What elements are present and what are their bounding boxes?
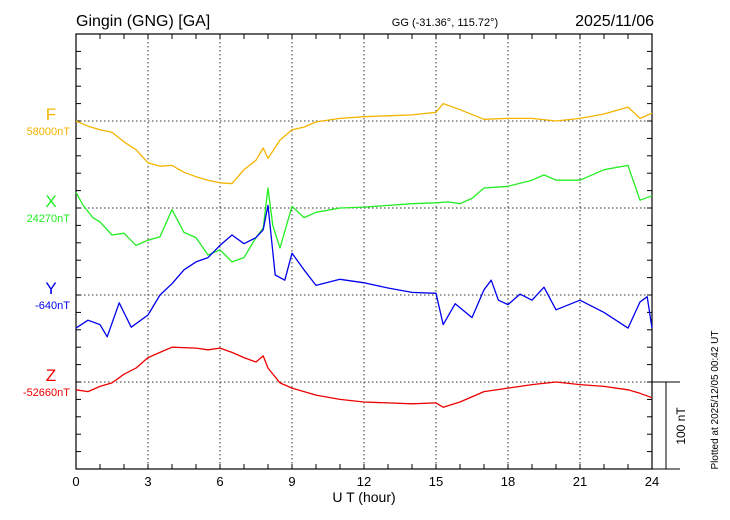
x-axis-label: U T (hour) xyxy=(332,489,395,505)
station-info: GG (-31.36°, 115.72°) xyxy=(392,17,498,29)
x-tick-label: 15 xyxy=(429,474,443,489)
scale-label: 100 nT xyxy=(674,407,688,445)
x-tick-label: 12 xyxy=(357,474,371,489)
series-line-x xyxy=(75,164,653,263)
plotted-note: Plotted at 2025/12/05 00:42 UT xyxy=(710,331,721,470)
date-label: 2025/11/06 xyxy=(575,13,654,30)
series-line-y xyxy=(75,204,653,338)
series-name-y: Y xyxy=(45,279,56,298)
chart-title: Gingin (GNG) [GA] xyxy=(76,13,210,30)
x-tick-label: 3 xyxy=(144,474,151,489)
series-baseline-y: -640nT xyxy=(35,300,70,312)
series-baseline-z: -52660nT xyxy=(23,387,70,399)
x-tick-label: 18 xyxy=(501,474,515,489)
x-tick-label: 6 xyxy=(216,474,223,489)
x-tick-label: 21 xyxy=(573,474,587,489)
series-name-x: X xyxy=(45,192,56,211)
x-tick-label: 9 xyxy=(288,474,295,489)
series-name-f: F xyxy=(46,105,56,124)
series-name-z: Z xyxy=(46,366,56,385)
series-line-f xyxy=(75,102,653,185)
x-tick-label: 24 xyxy=(645,474,659,489)
series-baseline-x: 24270nT xyxy=(27,213,71,225)
x-tick-label: 0 xyxy=(72,474,79,489)
series-baseline-f: 58000nT xyxy=(27,126,71,138)
series-line-z xyxy=(75,346,653,408)
